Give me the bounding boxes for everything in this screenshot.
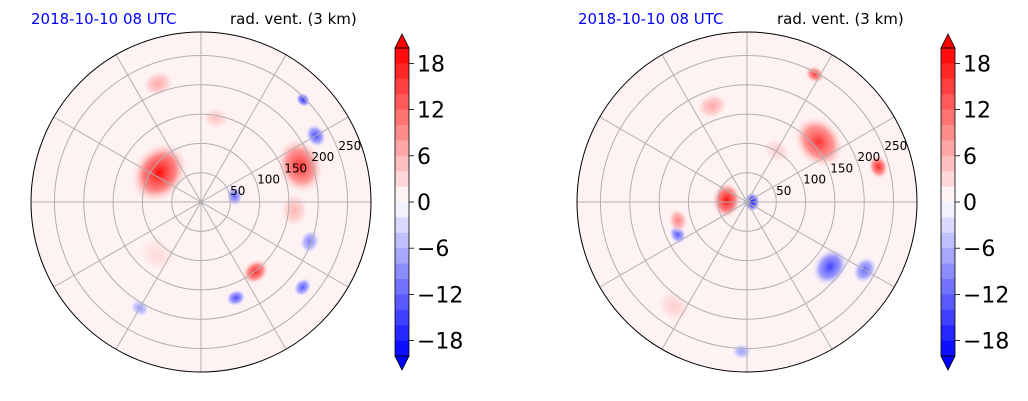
colorbar: 18 12 6 0 −6 −12 −18 <box>940 33 1009 371</box>
colorbar-level <box>941 186 955 203</box>
time-label: 2018-10-10 08 UTC <box>578 10 724 28</box>
colorbar-tick-label: −6 <box>417 237 449 262</box>
field-feature <box>299 229 321 255</box>
colorbar-level <box>395 294 409 311</box>
colorbar-extend-min <box>940 355 956 371</box>
field-feature <box>293 277 313 298</box>
polar-panel-1: 50 100 150 200 250 2018-10-10 08 UTC rad. vent… <box>30 10 463 373</box>
colorbar-level <box>941 140 955 157</box>
colorbar-level <box>941 48 955 64</box>
panel-title: rad. vent. (3 km) <box>230 10 357 28</box>
colorbar-level <box>941 309 955 326</box>
azimuth-spoke <box>53 116 349 288</box>
field-feature <box>133 231 181 277</box>
colorbar-level <box>395 48 409 64</box>
colorbar-level <box>941 109 955 126</box>
colorbar-level <box>395 155 409 172</box>
colorbar-level <box>395 263 409 280</box>
range-label: 250 <box>884 139 907 153</box>
colorbar-tick-label: 6 <box>963 145 977 170</box>
range-label: 150 <box>284 161 307 175</box>
colorbar-tick-label: 12 <box>963 99 991 124</box>
colorbar-level <box>395 171 409 188</box>
colorbar-level <box>395 202 409 218</box>
colorbar-extend-min <box>394 355 410 371</box>
colorbar-level <box>395 279 409 295</box>
colorbar-level <box>395 248 409 265</box>
field-feature <box>792 114 846 170</box>
colorbar-level <box>941 248 955 265</box>
colorbar-level <box>395 309 409 326</box>
colorbar-level <box>941 294 955 311</box>
colorbar-level <box>395 217 409 234</box>
colorbar-extend-max <box>394 33 410 49</box>
colorbar-level <box>395 125 409 141</box>
azimuth-spoke <box>599 116 895 288</box>
colorbar-level <box>395 63 409 80</box>
colorbar-tick-label: −12 <box>417 283 463 308</box>
colorbar-level <box>941 155 955 172</box>
colorbar-extend-max <box>940 33 956 49</box>
field-feature <box>811 247 849 287</box>
colorbar-tick-label: 18 <box>963 52 991 77</box>
field-feature <box>695 92 729 121</box>
colorbar-level <box>941 279 955 295</box>
field-feature <box>129 140 189 205</box>
range-label: 100 <box>257 173 280 187</box>
range-label: 50 <box>776 184 791 198</box>
field-feature <box>667 207 689 234</box>
colorbar-level <box>941 340 955 357</box>
colorbar-level <box>941 263 955 280</box>
colorbar-level <box>941 63 955 80</box>
colorbar-level <box>395 232 409 249</box>
field-feature <box>295 92 311 108</box>
colorbar-tick-label: −18 <box>963 330 1009 355</box>
field-feature <box>278 191 310 230</box>
time-label: 2018-10-10 08 UTC <box>31 10 177 28</box>
range-label: 200 <box>311 150 334 164</box>
colorbar-tick-label: −18 <box>417 330 463 355</box>
colorbar-level <box>941 78 955 95</box>
colorbar-level <box>395 94 409 111</box>
colorbar-tick-label: −6 <box>963 237 995 262</box>
polar-panel-2: 50 100 150 200 250 2018-10-10 08 UTC rad. vent… <box>576 10 1009 373</box>
colorbar-tick-label: 18 <box>417 52 445 77</box>
colorbar-tick-label: −12 <box>963 283 1009 308</box>
colorbar-level <box>395 78 409 95</box>
colorbar-level <box>941 232 955 249</box>
colorbar-level <box>395 109 409 126</box>
range-label: 150 <box>830 161 853 175</box>
range-label: 200 <box>857 150 880 164</box>
colorbar: 18 12 6 0 −6 −12 −18 <box>394 33 463 371</box>
range-label: 50 <box>230 184 245 198</box>
polar-outline <box>30 31 372 373</box>
colorbar-level <box>395 186 409 203</box>
polar-outline <box>576 31 918 373</box>
range-label: 100 <box>803 173 826 187</box>
colorbar-tick-label: 12 <box>417 99 445 124</box>
field-feature <box>867 154 889 180</box>
field-feature <box>225 289 247 307</box>
colorbar-tick-label: 0 <box>417 191 431 216</box>
colorbar-level <box>395 140 409 157</box>
field-feature <box>141 69 175 98</box>
field-feature <box>200 106 231 131</box>
colorbar-level <box>395 325 409 342</box>
colorbar-level <box>941 325 955 342</box>
panel-title: rad. vent. (3 km) <box>777 10 904 28</box>
colorbar-level <box>941 202 955 218</box>
field-feature <box>653 287 694 325</box>
range-label: 250 <box>338 139 361 153</box>
colorbar-level <box>395 340 409 357</box>
colorbar-level <box>941 171 955 188</box>
colorbar-level <box>941 94 955 111</box>
colorbar-tick-label: 0 <box>963 191 977 216</box>
colorbar-tick-label: 6 <box>417 145 431 170</box>
colorbar-level <box>941 125 955 141</box>
colorbar-level <box>941 217 955 234</box>
